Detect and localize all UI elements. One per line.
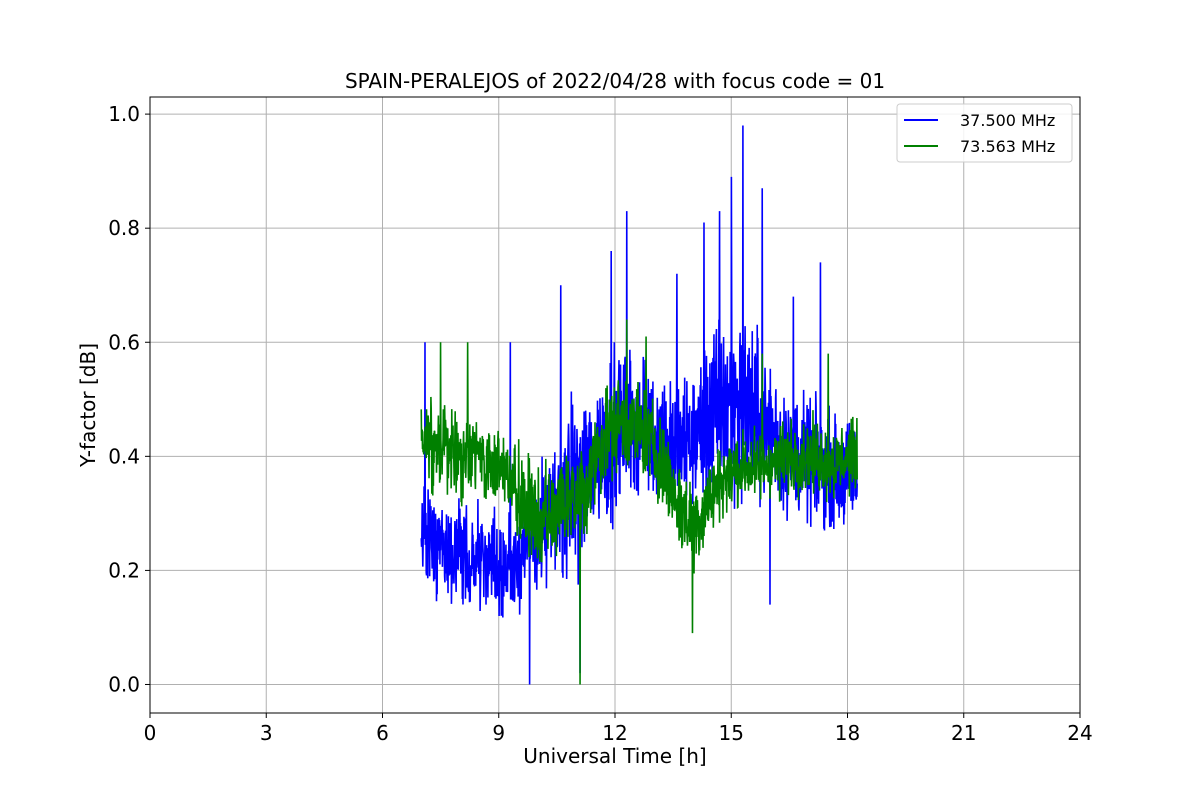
series-layer xyxy=(420,125,858,685)
y-tick-label: 0.4 xyxy=(108,444,140,468)
x-tick-label: 15 xyxy=(719,721,744,745)
chart-title: SPAIN-PERALEJOS of 2022/04/28 with focus… xyxy=(345,69,885,93)
legend: 37.500 MHz 73.563 MHz xyxy=(896,103,1073,163)
legend-label: 73.563 MHz xyxy=(960,137,1055,156)
legend-label: 37.500 MHz xyxy=(960,111,1055,130)
x-tick-label: 12 xyxy=(602,721,627,745)
legend-box xyxy=(896,103,1073,163)
x-tick-label: 0 xyxy=(144,721,157,745)
axis-ticks: 0 3 6 9 12 15 18 21 24 0.0 0.2 0.4 0.6 0.8 1.0 xyxy=(108,102,1093,745)
x-tick-label: 21 xyxy=(951,721,976,745)
series-line-1 xyxy=(420,125,858,685)
y-axis-label: Y-factor [dB] xyxy=(76,343,100,468)
x-axis-label: Universal Time [h] xyxy=(523,744,706,768)
x-tick-label: 24 xyxy=(1067,721,1092,745)
x-tick-label: 9 xyxy=(492,721,505,745)
series-line-2 xyxy=(420,319,858,685)
y-tick-label: 0.2 xyxy=(108,558,140,582)
y-tick-label: 1.0 xyxy=(108,102,140,126)
x-tick-label: 6 xyxy=(376,721,389,745)
y-tick-label: 0.8 xyxy=(108,216,140,240)
x-tick-label: 18 xyxy=(835,721,860,745)
y-tick-label: 0.0 xyxy=(108,672,140,696)
y-tick-label: 0.6 xyxy=(108,330,140,354)
x-tick-label: 3 xyxy=(260,721,273,745)
